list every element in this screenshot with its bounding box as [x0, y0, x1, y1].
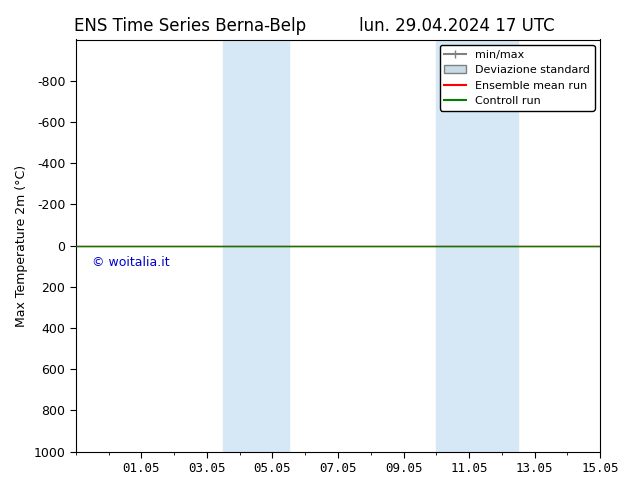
Legend: min/max, Deviazione standard, Ensemble mean run, Controll run: min/max, Deviazione standard, Ensemble m…	[440, 45, 595, 111]
Bar	[223, 40, 289, 452]
Y-axis label: Max Temperature 2m (°C): Max Temperature 2m (°C)	[15, 165, 28, 327]
Bar	[436, 40, 519, 452]
Text: lun. 29.04.2024 17 UTC: lun. 29.04.2024 17 UTC	[359, 17, 554, 35]
Text: ENS Time Series Berna-Belp: ENS Time Series Berna-Belp	[74, 17, 306, 35]
Text: © woitalia.it: © woitalia.it	[92, 256, 170, 269]
